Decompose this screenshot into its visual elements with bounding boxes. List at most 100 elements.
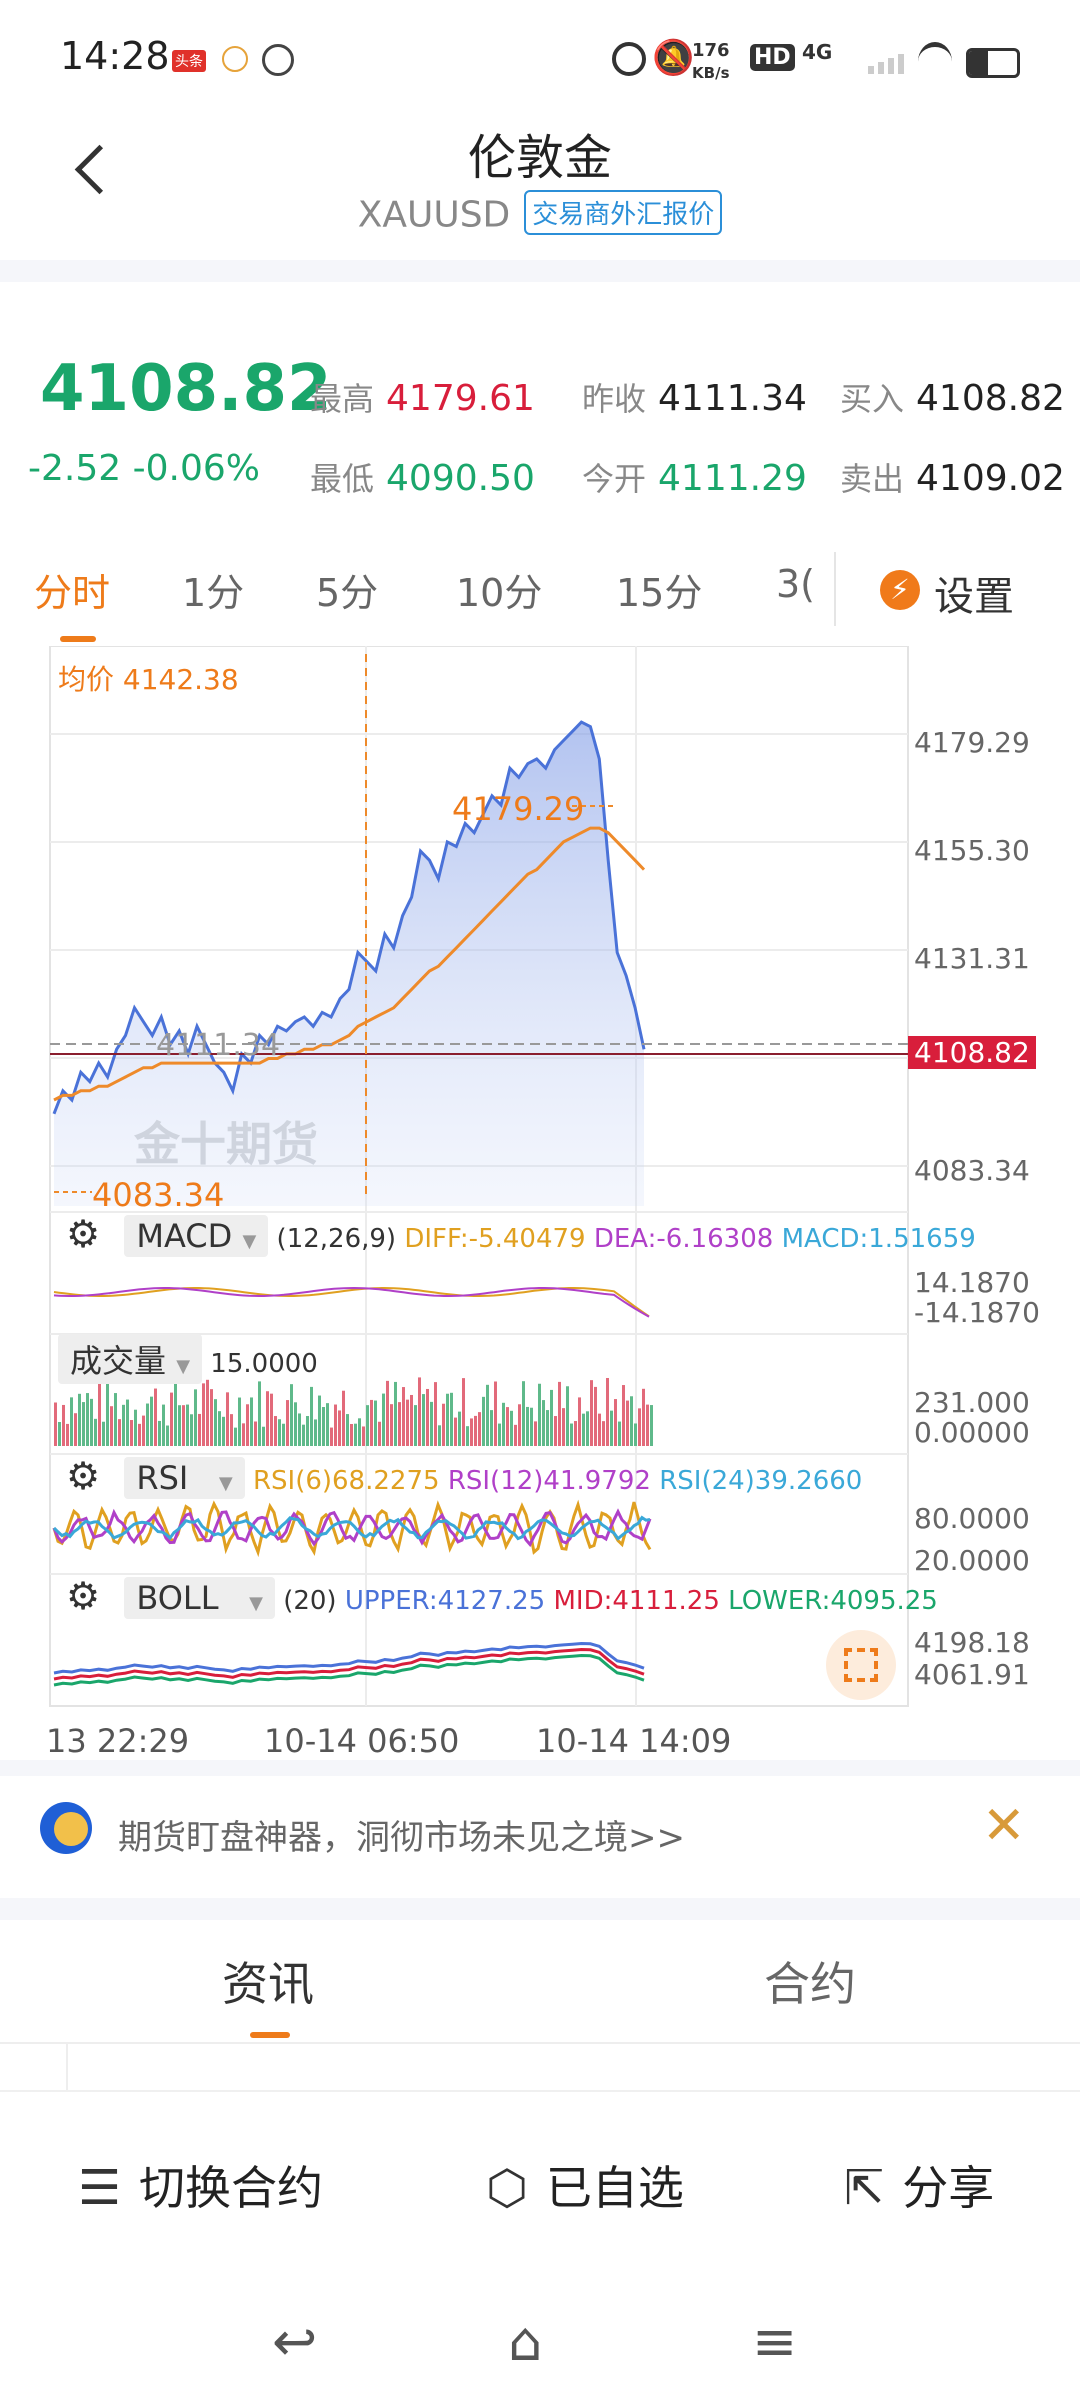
share-button[interactable]: ⇱ 分享 bbox=[844, 2152, 994, 2218]
open-label: 今开 bbox=[582, 460, 647, 498]
macd-selector[interactable]: MACD ▼ bbox=[124, 1215, 269, 1257]
ask-field: 卖出 4109.02 bbox=[840, 454, 1065, 500]
network-type: 4G bbox=[802, 40, 833, 64]
volume-bar bbox=[622, 1385, 625, 1446]
prev-close-marker-label: 4111.34 bbox=[156, 1028, 281, 1063]
volume-bar bbox=[210, 1389, 213, 1446]
app-notification-icon bbox=[222, 46, 248, 72]
share-label: 分享 bbox=[902, 2161, 995, 2215]
volume-bar bbox=[330, 1427, 333, 1446]
chart-area[interactable]: 均价 4142.38 4179.29 4083.34 4111.34 金十期货 … bbox=[0, 646, 1080, 1760]
battery-icon bbox=[966, 48, 1020, 78]
boll-gear-icon[interactable]: ⚙ bbox=[66, 1574, 101, 1618]
rsi-selector[interactable]: RSI ▼ bbox=[124, 1457, 245, 1499]
watermark: 金十期货 bbox=[134, 1117, 318, 1171]
volume-bar bbox=[618, 1421, 621, 1446]
volume-bar bbox=[174, 1378, 177, 1446]
switch-contract-button[interactable]: ☰ 切换合约 bbox=[78, 2152, 323, 2218]
volume-bar bbox=[182, 1405, 185, 1446]
boll-upper: UPPER:4127.25 bbox=[344, 1586, 546, 1616]
fullscreen-icon[interactable] bbox=[826, 1630, 896, 1700]
tab-5min[interactable]: 5分 bbox=[316, 571, 379, 615]
volume-bar bbox=[594, 1386, 597, 1446]
volume-bar bbox=[354, 1423, 357, 1446]
tab-intraday[interactable]: 分时 bbox=[34, 571, 111, 615]
volume-bar bbox=[410, 1394, 413, 1446]
net-speed-unit: KB/s bbox=[692, 64, 730, 82]
tab-contracts[interactable]: 合约 bbox=[764, 1957, 856, 2011]
macd-params: (12,26,9) bbox=[276, 1224, 397, 1254]
volume-bar bbox=[610, 1410, 613, 1446]
volume-bar bbox=[626, 1400, 629, 1446]
settings-button[interactable]: 设置 bbox=[934, 574, 1014, 620]
quote-source-tag: 交易商外汇报价 bbox=[524, 190, 723, 235]
volume-bar bbox=[602, 1421, 605, 1446]
macd-gear-icon[interactable]: ⚙ bbox=[66, 1212, 101, 1256]
macd-line bbox=[53, 1286, 650, 1318]
tab-1min[interactable]: 1分 bbox=[182, 571, 245, 615]
banner-text[interactable]: 期货盯盘神器，洞彻市场未见之境>> bbox=[118, 1818, 685, 1858]
volume-bar bbox=[458, 1411, 461, 1446]
volume-bar bbox=[598, 1413, 601, 1446]
volume-bar bbox=[586, 1411, 589, 1446]
symbol-row: XAUUSD 交易商外汇报价 bbox=[0, 190, 1080, 239]
rsi-gear-icon[interactable]: ⚙ bbox=[66, 1454, 101, 1498]
tab-15min[interactable]: 15分 bbox=[616, 571, 703, 615]
change-value: -2.52 bbox=[28, 448, 122, 489]
boll-line bbox=[53, 1653, 645, 1687]
tab-30min[interactable]: 3( bbox=[776, 562, 816, 606]
volume-bars bbox=[54, 1377, 653, 1446]
volume-bar bbox=[470, 1418, 473, 1446]
volume-bar bbox=[98, 1379, 101, 1446]
boll-name: BOLL bbox=[136, 1579, 219, 1617]
volume-bar bbox=[358, 1418, 361, 1446]
tab-news[interactable]: 资讯 bbox=[222, 1957, 314, 2011]
wifi-icon bbox=[918, 42, 952, 81]
volume-bar bbox=[642, 1388, 645, 1446]
volume-bar bbox=[58, 1421, 61, 1446]
volume-bar bbox=[530, 1407, 533, 1446]
volume-bar bbox=[398, 1402, 401, 1446]
volume-bar bbox=[498, 1423, 501, 1446]
rsi-plot bbox=[52, 1499, 652, 1558]
volume-bar bbox=[418, 1377, 421, 1446]
volume-bar bbox=[90, 1398, 93, 1446]
status-time: 14:28 bbox=[60, 34, 170, 78]
volume-bar bbox=[190, 1414, 193, 1446]
boll-selector[interactable]: BOLL ▼ bbox=[124, 1577, 275, 1619]
rsi-line bbox=[52, 1515, 651, 1541]
volume-bar bbox=[526, 1406, 529, 1446]
nav-home-icon[interactable]: ⌂ bbox=[508, 2310, 543, 2373]
volume-bar bbox=[82, 1402, 85, 1446]
x-tick: 10-14 14:09 bbox=[536, 1722, 732, 1760]
watchlist-button[interactable]: ⬡ 已自选 bbox=[486, 2152, 684, 2218]
settings-icon[interactable]: ⚡ bbox=[880, 570, 920, 610]
volume-bar bbox=[474, 1415, 477, 1446]
net-speed-value: 176 bbox=[692, 40, 730, 61]
rsi-line bbox=[52, 1508, 652, 1548]
volume-bar bbox=[258, 1381, 261, 1446]
volume-bar bbox=[558, 1381, 561, 1446]
volume-bar bbox=[134, 1409, 137, 1446]
macd-diff: DIFF:-5.40479 bbox=[404, 1224, 586, 1254]
tab-active-indicator bbox=[60, 636, 96, 642]
close-icon[interactable]: ✕ bbox=[982, 1796, 1026, 1856]
tab-10min[interactable]: 10分 bbox=[456, 571, 543, 615]
volume-bar bbox=[106, 1378, 109, 1446]
volume-bar bbox=[570, 1423, 573, 1446]
volume-selector[interactable]: 成交量 ▼ bbox=[58, 1334, 203, 1384]
volume-bar bbox=[346, 1414, 349, 1446]
promo-banner[interactable]: 期货盯盘神器，洞彻市场未见之境>> ✕ bbox=[0, 1776, 1080, 1898]
volume-bar bbox=[54, 1402, 57, 1446]
volume-bar bbox=[170, 1392, 173, 1446]
volume-bar bbox=[186, 1404, 189, 1446]
x-tick: 10-14 06:50 bbox=[264, 1722, 460, 1760]
volume-bar bbox=[78, 1393, 81, 1446]
prev-close-value: 4111.34 bbox=[658, 378, 807, 419]
nav-menu-icon[interactable]: ≡ bbox=[752, 2310, 798, 2373]
nav-back-icon[interactable]: ↩ bbox=[272, 2310, 318, 2373]
macd-header: ⚙ MACD ▼ (12,26,9) DIFF:-5.40479 DEA:-6.… bbox=[66, 1212, 976, 1257]
volume-bar bbox=[510, 1410, 513, 1446]
boll-line bbox=[53, 1641, 645, 1675]
volume-bar bbox=[494, 1381, 497, 1446]
